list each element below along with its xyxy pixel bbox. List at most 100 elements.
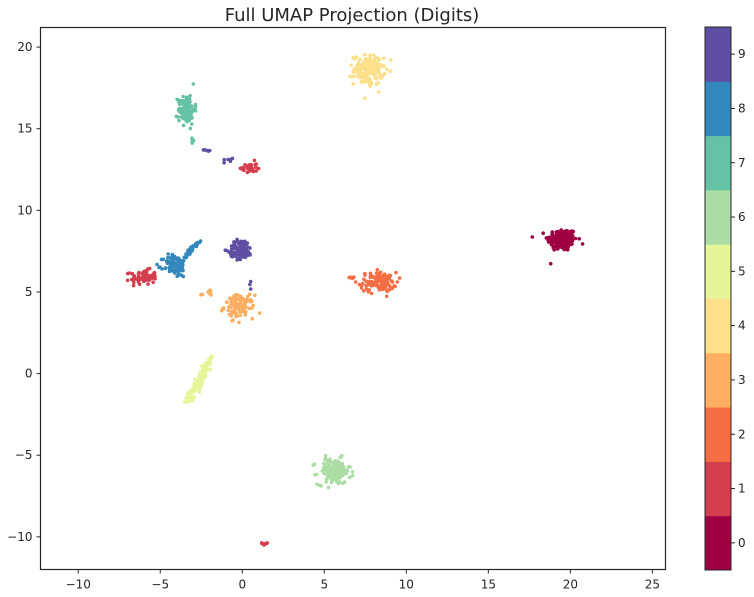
data-point-digit-7 [185, 119, 189, 124]
chart-title: Full UMAP Projection (Digits) [225, 5, 480, 26]
colorbar-tick-label: 7 [738, 156, 746, 170]
data-point-digit-0 [570, 236, 575, 241]
data-point-digit-7 [183, 98, 188, 103]
x-tick-label: 15 [481, 578, 496, 592]
data-point-digit-2 [376, 285, 381, 289]
data-point-digit-8 [155, 262, 159, 267]
data-point-digit-8 [179, 273, 184, 277]
colorbar-frame [704, 26, 732, 571]
data-point-digit-6 [327, 472, 331, 477]
data-point-digit-0 [556, 235, 561, 240]
data-point-digit-5 [200, 379, 204, 384]
x-tick-label: 10 [399, 578, 414, 592]
data-point-digit-1 [253, 162, 257, 167]
data-point-digit-4 [363, 96, 367, 101]
colorbar-tick-label: 8 [738, 101, 746, 115]
data-point-digit-4 [364, 73, 369, 77]
data-point-digit-9 [248, 246, 252, 250]
data-point-digit-2 [368, 271, 373, 276]
data-point-digit-1 [125, 278, 130, 283]
data-point-digit-6 [327, 469, 332, 473]
data-point-digit-2 [377, 279, 381, 283]
data-point-digit-6 [314, 472, 319, 477]
data-point-digit-2 [387, 287, 392, 292]
data-point-digit-7 [177, 106, 182, 111]
data-point-digit-2 [362, 277, 366, 282]
data-point-digit-9 [238, 246, 242, 250]
data-point-digit-0 [553, 237, 557, 242]
data-point-digit-2 [383, 279, 387, 284]
data-point-digit-8 [176, 270, 181, 275]
data-point-digit-0 [561, 245, 565, 250]
data-point-digit-3 [245, 294, 250, 299]
data-point-digit-3 [226, 308, 230, 313]
data-point-digit-1 [146, 282, 150, 286]
data-point-digit-3 [236, 306, 240, 310]
data-point-digit-9 [232, 251, 237, 255]
data-point-digit-0 [551, 234, 556, 239]
data-point-digit-0 [558, 238, 562, 242]
data-point-digit-2 [384, 275, 388, 279]
data-point-digit-9 [229, 254, 234, 258]
data-point-digit-4 [368, 53, 372, 57]
data-point-digit-8 [164, 259, 169, 264]
data-point-digit-0 [577, 237, 581, 241]
data-point-digit-2 [380, 287, 385, 292]
data-point-digit-8 [160, 267, 164, 271]
data-point-digit-8 [175, 263, 179, 268]
data-point-digit-1 [132, 274, 137, 278]
data-point-digit-6 [342, 480, 347, 484]
data-point-digit-6 [340, 461, 345, 466]
data-point-digit-6 [326, 459, 331, 464]
data-point-digit-7 [185, 104, 190, 108]
data-point-digit-3 [200, 292, 205, 297]
data-point-digit-1 [238, 166, 243, 171]
colorbar-tick-label: 2 [738, 427, 746, 441]
data-point-digit-8 [163, 266, 168, 270]
data-point-digit-2 [378, 270, 383, 275]
data-point-digit-0 [567, 241, 571, 246]
data-point-digit-7 [189, 122, 194, 126]
data-point-digit-3 [238, 313, 243, 318]
data-point-digit-7 [184, 107, 188, 111]
data-point-digit-9 [222, 157, 226, 162]
data-point-digit-4 [359, 79, 364, 84]
data-point-digit-6 [334, 462, 339, 467]
data-point-digit-0 [562, 239, 567, 243]
data-point-digit-4 [361, 71, 366, 76]
plot-frame [39, 26, 667, 571]
data-point-digit-3 [236, 293, 241, 298]
data-point-digit-9 [206, 149, 211, 153]
y-axis-ticks: −10 −5 0 5 10 15 20 [7, 40, 41, 544]
data-point-digit-3 [228, 304, 232, 308]
data-point-digit-3 [225, 300, 229, 305]
colorbar-tick-label: 1 [738, 482, 746, 496]
y-tick-label: 10 [17, 203, 32, 217]
data-point-digit-4 [368, 58, 373, 63]
data-point-digit-7 [177, 118, 181, 123]
data-point-digit-2 [350, 276, 355, 281]
data-point-digit-6 [346, 465, 351, 469]
data-point-digit-5 [196, 381, 201, 386]
colorbar-segment-7 [705, 135, 731, 191]
data-point-digit-7 [189, 115, 194, 119]
data-point-digit-2 [361, 281, 365, 286]
data-point-digit-1 [141, 279, 146, 284]
y-tick-label: 15 [17, 122, 32, 136]
data-point-digit-9 [228, 159, 233, 163]
data-point-digit-1 [250, 166, 254, 171]
data-point-digit-6 [321, 462, 326, 466]
data-point-digit-7 [193, 102, 198, 107]
data-point-digit-9 [222, 161, 226, 165]
data-point-digit-8 [166, 252, 170, 256]
data-point-digit-3 [250, 299, 254, 304]
data-point-digit-9 [243, 254, 248, 258]
data-point-digit-0 [554, 233, 558, 237]
colorbar-segment-9 [705, 27, 731, 82]
data-point-digit-8 [193, 242, 198, 246]
data-point-digit-0 [548, 240, 553, 245]
data-point-digit-4 [389, 58, 393, 62]
colorbar-segment-3 [705, 352, 731, 408]
data-point-digit-2 [366, 290, 371, 294]
